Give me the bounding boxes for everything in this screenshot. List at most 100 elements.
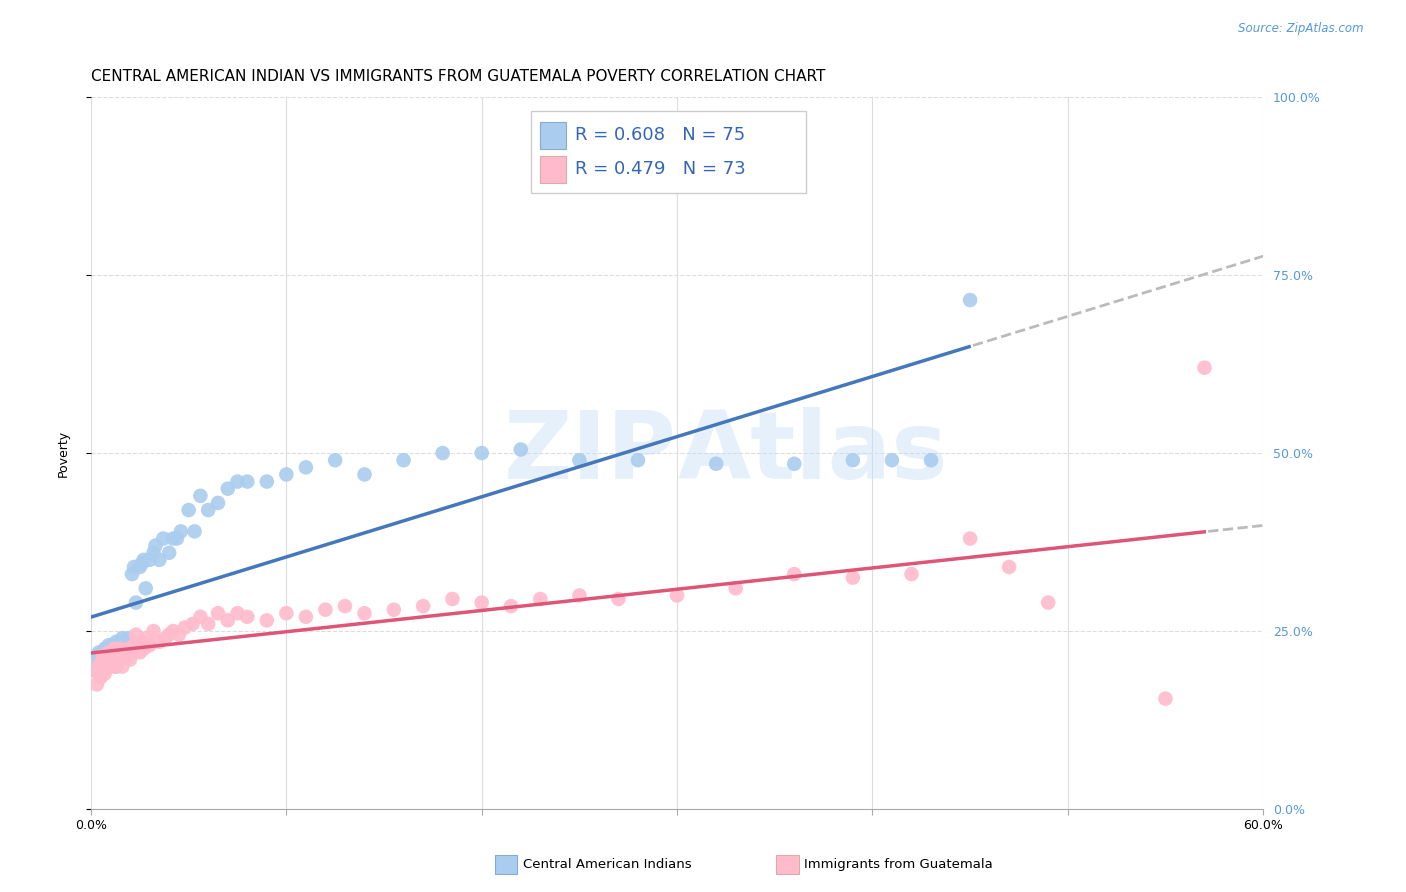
Text: R = 0.608   N = 75: R = 0.608 N = 75 <box>575 126 745 144</box>
Point <box>152 532 174 546</box>
Point <box>441 592 464 607</box>
Point <box>103 641 125 656</box>
Point <box>568 589 591 603</box>
Point <box>86 659 108 673</box>
Point <box>125 627 148 641</box>
Point <box>392 453 415 467</box>
Point <box>959 532 981 546</box>
FancyBboxPatch shape <box>530 112 806 194</box>
Point <box>84 663 107 677</box>
Point <box>170 524 193 539</box>
Point <box>93 663 115 677</box>
Point <box>295 609 318 624</box>
Point <box>181 616 204 631</box>
Point <box>157 546 180 560</box>
Point <box>382 602 405 616</box>
Point <box>97 659 120 673</box>
Point <box>142 624 165 638</box>
Point <box>96 648 118 663</box>
Point <box>295 460 318 475</box>
Point <box>87 659 110 673</box>
Point <box>353 467 375 482</box>
Point <box>167 627 190 641</box>
Point <box>90 670 112 684</box>
Point <box>148 634 170 648</box>
Point <box>138 553 160 567</box>
Point <box>91 663 114 677</box>
Point <box>509 442 531 457</box>
Point <box>197 503 219 517</box>
Point <box>132 553 155 567</box>
Point <box>87 645 110 659</box>
Point <box>100 648 122 663</box>
Point <box>323 453 346 467</box>
Point <box>666 589 689 603</box>
Point <box>111 641 134 656</box>
Point <box>91 648 114 663</box>
Point <box>276 606 298 620</box>
Text: CENTRAL AMERICAN INDIAN VS IMMIGRANTS FROM GUATEMALA POVERTY CORRELATION CHART: CENTRAL AMERICAN INDIAN VS IMMIGRANTS FR… <box>91 69 825 84</box>
Point <box>96 659 118 673</box>
Point <box>880 453 903 467</box>
Point <box>103 659 125 673</box>
Point <box>87 666 110 681</box>
Point <box>145 539 167 553</box>
Point <box>93 656 115 670</box>
Point <box>148 553 170 567</box>
Point <box>353 606 375 620</box>
Point <box>197 616 219 631</box>
Point <box>471 596 494 610</box>
Point <box>236 475 259 489</box>
Point <box>1038 596 1060 610</box>
Point <box>236 609 259 624</box>
Point <box>276 467 298 482</box>
Point <box>112 634 135 648</box>
Point <box>138 638 160 652</box>
Point <box>100 656 122 670</box>
Point <box>568 453 591 467</box>
Point <box>1154 691 1177 706</box>
Point <box>499 599 522 614</box>
Point <box>704 457 727 471</box>
Point <box>173 620 195 634</box>
Point <box>900 567 922 582</box>
Point <box>110 645 132 659</box>
Text: ZIP: ZIP <box>505 407 678 500</box>
Point <box>627 453 650 467</box>
Point <box>135 631 157 645</box>
Point <box>97 638 120 652</box>
Point <box>432 446 454 460</box>
Point <box>91 648 114 663</box>
Point <box>97 645 120 659</box>
Point <box>87 666 110 681</box>
Text: Source: ZipAtlas.com: Source: ZipAtlas.com <box>1239 22 1364 36</box>
Point <box>101 652 124 666</box>
Point <box>100 656 122 670</box>
Point <box>226 606 249 620</box>
Point <box>117 641 139 656</box>
Point <box>122 638 145 652</box>
Point <box>86 677 108 691</box>
Point <box>131 557 153 571</box>
Point <box>131 634 153 648</box>
Point <box>90 656 112 670</box>
Point <box>162 624 184 638</box>
Point <box>103 641 125 656</box>
Point <box>97 659 120 673</box>
Point <box>998 560 1021 574</box>
Point <box>256 475 278 489</box>
Point <box>91 659 114 673</box>
Point <box>115 648 138 663</box>
Point <box>1194 360 1216 375</box>
Point <box>120 652 142 666</box>
Point <box>96 645 118 659</box>
Point <box>105 659 128 673</box>
Point <box>121 567 143 582</box>
Point <box>112 645 135 659</box>
Point <box>121 645 143 659</box>
Point <box>128 645 150 659</box>
Point <box>183 524 205 539</box>
Point <box>128 560 150 574</box>
Point <box>842 571 865 585</box>
Point <box>314 602 336 616</box>
